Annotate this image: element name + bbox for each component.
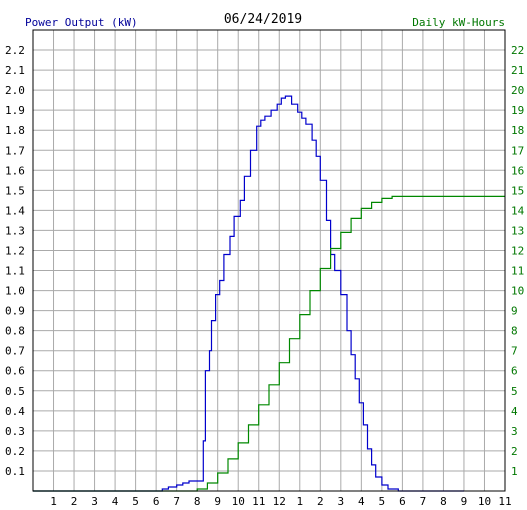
left-tick-label: 0.2 <box>5 445 25 458</box>
left-axis-label: Power Output (kW) <box>25 16 138 29</box>
left-tick-label: 0.1 <box>5 465 25 478</box>
x-tick-label: 7 <box>173 495 180 508</box>
left-tick-label: 0.6 <box>5 365 25 378</box>
x-tick-label: 1 <box>50 495 57 508</box>
x-tick-label: 5 <box>132 495 139 508</box>
right-tick-label: 15 <box>511 184 524 197</box>
right-tick-label: 10 <box>511 285 524 298</box>
x-tick-label: 12 <box>273 495 286 508</box>
x-tick-label: 1 <box>296 495 303 508</box>
left-tick-label: 1.6 <box>5 164 25 177</box>
right-tick-label: 19 <box>511 104 524 117</box>
right-axis-label: Daily kW-Hours <box>412 16 505 29</box>
right-tick-label: 20 <box>511 84 524 97</box>
x-tick-label: 7 <box>420 495 427 508</box>
left-tick-label: 1.0 <box>5 285 25 298</box>
left-tick-label: 1.5 <box>5 184 25 197</box>
right-tick-label: 17 <box>511 144 524 157</box>
left-tick-label: 2.2 <box>5 44 25 57</box>
right-tick-label: 4 <box>511 405 518 418</box>
left-tick-label: 1.1 <box>5 265 25 278</box>
right-tick-label: 13 <box>511 224 524 237</box>
x-tick-label: 9 <box>461 495 468 508</box>
left-tick-label: 0.3 <box>5 425 25 438</box>
right-tick-label: 3 <box>511 425 518 438</box>
tick-labels: 1 2 3 4 5 6 7 8 9 10 11 12 1 2 3 4 5 6 7 8 9 10 110.10.20.30.4… <box>5 44 525 508</box>
left-tick-label: 0.8 <box>5 325 25 338</box>
x-tick-label: 11 <box>252 495 265 508</box>
x-tick-label: 10 <box>478 495 491 508</box>
x-tick-label: 8 <box>440 495 447 508</box>
left-tick-label: 2.1 <box>5 64 25 77</box>
left-tick-label: 1.7 <box>5 144 25 157</box>
right-tick-label: 22 <box>511 44 524 57</box>
right-tick-label: 16 <box>511 164 524 177</box>
x-tick-label: 10 <box>232 495 245 508</box>
left-tick-label: 0.4 <box>5 405 25 418</box>
x-tick-label: 8 <box>194 495 201 508</box>
chart-title: 06/24/2019 <box>224 12 302 27</box>
x-tick-label: 3 <box>338 495 345 508</box>
x-tick-label: 6 <box>153 495 160 508</box>
left-tick-label: 0.7 <box>5 345 25 358</box>
right-tick-label: 7 <box>511 345 518 358</box>
left-tick-label: 0.5 <box>5 385 25 398</box>
right-tick-label: 1 <box>511 465 518 478</box>
x-tick-label: 5 <box>379 495 386 508</box>
x-tick-label: 4 <box>112 495 119 508</box>
x-tick-label: 11 <box>498 495 511 508</box>
plot-frame <box>32 29 506 492</box>
x-tick-label: 3 <box>91 495 98 508</box>
right-tick-label: 11 <box>511 265 524 278</box>
grid-lines <box>33 30 505 491</box>
x-tick-label: 4 <box>358 495 365 508</box>
left-tick-label: 1.9 <box>5 104 25 117</box>
left-tick-label: 1.2 <box>5 244 25 257</box>
right-tick-label: 5 <box>511 385 518 398</box>
left-tick-label: 1.3 <box>5 224 25 237</box>
left-tick-label: 2.0 <box>5 84 25 97</box>
right-tick-label: 9 <box>511 305 518 318</box>
left-tick-label: 0.9 <box>5 305 25 318</box>
x-tick-label: 2 <box>71 495 78 508</box>
x-tick-label: 9 <box>214 495 221 508</box>
left-tick-label: 1.4 <box>5 204 25 217</box>
daily-kwh-line <box>33 195 505 492</box>
left-tick-label: 1.8 <box>5 124 25 137</box>
series-lines <box>33 95 505 492</box>
power-output-line <box>33 95 464 492</box>
x-tick-label: 2 <box>317 495 324 508</box>
x-tick-label: 6 <box>399 495 406 508</box>
right-tick-label: 18 <box>511 124 524 137</box>
right-tick-label: 12 <box>511 244 524 257</box>
right-tick-label: 2 <box>511 445 518 458</box>
right-tick-label: 6 <box>511 365 518 378</box>
right-tick-label: 8 <box>511 325 518 338</box>
right-tick-label: 14 <box>511 204 525 217</box>
right-tick-label: 21 <box>511 64 524 77</box>
